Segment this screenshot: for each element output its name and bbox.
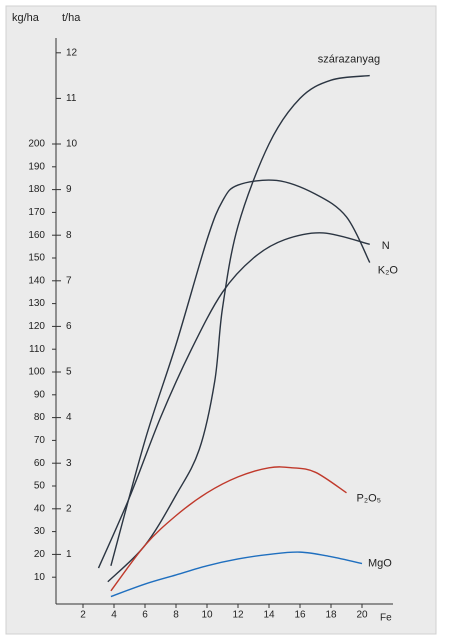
series-label: N — [382, 240, 390, 252]
x-axis-label: Fe — [380, 613, 392, 624]
y2-tick-label: 5 — [66, 367, 72, 378]
x-tick-label: 10 — [201, 610, 213, 621]
y-tick-label: 200 — [28, 139, 45, 150]
y-tick-label: 120 — [28, 321, 45, 332]
y2-tick-label: 8 — [66, 230, 72, 241]
y-tick-label: 70 — [34, 435, 46, 446]
y-tick-label: 60 — [34, 458, 46, 469]
y-tick-label: 100 — [28, 367, 45, 378]
x-tick-label: 6 — [142, 610, 148, 621]
y2-axis-label: t/ha — [62, 12, 81, 24]
y2-tick-label: 2 — [66, 503, 72, 514]
y-tick-label: 80 — [34, 412, 46, 423]
series-line — [110, 466, 347, 592]
series-label: MgO — [368, 557, 392, 569]
x-tick-label: 14 — [263, 610, 275, 621]
y-tick-label: 180 — [28, 184, 45, 195]
x-tick-label: 8 — [173, 610, 179, 621]
y-tick-label: 90 — [34, 389, 46, 400]
x-tick-label: 16 — [294, 610, 306, 621]
series-line — [97, 232, 370, 569]
y-tick-label: 20 — [34, 549, 46, 560]
x-tick-label: 12 — [232, 610, 244, 621]
y2-tick-label: 4 — [66, 412, 72, 423]
y-tick-label: 110 — [29, 344, 45, 355]
y2-tick-label: 11 — [66, 93, 77, 104]
y2-tick-label: 10 — [66, 139, 78, 150]
y-tick-label: 10 — [34, 572, 46, 583]
y2-tick-label: 12 — [66, 47, 78, 58]
y-axis-label: kg/ha — [12, 12, 40, 24]
x-tick-label: 2 — [80, 610, 86, 621]
series-line — [110, 179, 371, 566]
y-tick-label: 150 — [28, 253, 45, 264]
y-tick-label: 170 — [28, 207, 45, 218]
series-label: P₂O₅ — [357, 493, 382, 505]
y-tick-label: 40 — [34, 503, 46, 514]
series-line — [107, 74, 370, 583]
y2-tick-label: 6 — [66, 321, 72, 332]
series-label: szárazanyag — [318, 54, 380, 66]
y-tick-label: 130 — [28, 298, 45, 309]
y-tick-label: 50 — [34, 481, 46, 492]
series-line — [110, 551, 363, 598]
x-tick-label: 4 — [111, 610, 117, 621]
y-tick-label: 140 — [28, 275, 45, 286]
y2-tick-label: 3 — [66, 458, 72, 469]
y-tick-label: 30 — [34, 526, 46, 537]
series-label: K₂O — [378, 264, 399, 276]
y-tick-label: 160 — [28, 230, 45, 241]
x-tick-label: 18 — [325, 610, 337, 621]
y2-tick-label: 7 — [66, 275, 72, 286]
y-tick-label: 190 — [28, 161, 45, 172]
y2-tick-label: 9 — [66, 184, 72, 195]
x-tick-label: 20 — [356, 610, 368, 621]
y2-tick-label: 1 — [66, 549, 72, 560]
